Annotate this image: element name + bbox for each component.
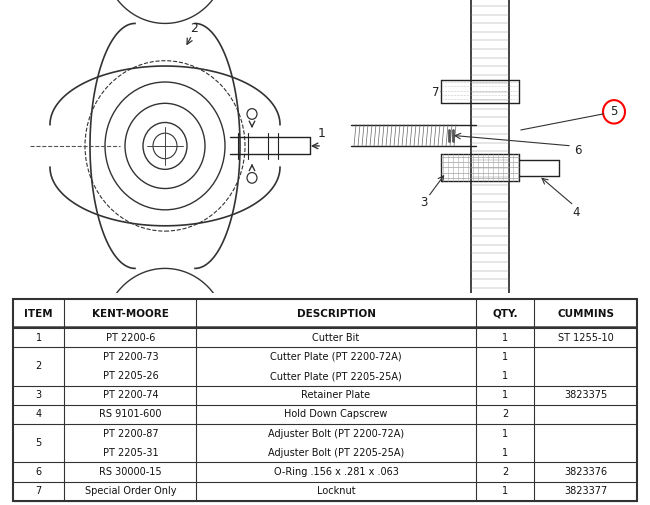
Text: ST 1255-10: ST 1255-10 [558,333,614,343]
Text: 1: 1 [502,429,508,439]
Text: 1: 1 [502,486,508,496]
Text: 2: 2 [190,22,198,35]
Text: 6: 6 [36,467,42,477]
Text: 5: 5 [36,438,42,448]
Text: PT 2200-87: PT 2200-87 [103,429,158,439]
Text: PT 2205-26: PT 2205-26 [103,371,158,381]
Text: 4: 4 [36,410,42,420]
Text: 3823376: 3823376 [564,467,607,477]
Text: PT 2205-31: PT 2205-31 [103,448,158,458]
Text: Adjuster Bolt (PT 2205-25A): Adjuster Bolt (PT 2205-25A) [268,448,404,458]
Text: PT 2200-6: PT 2200-6 [106,333,155,343]
Text: Special Order Only: Special Order Only [84,486,176,496]
Text: KENT-MOORE: KENT-MOORE [92,309,169,319]
Text: Cutter Plate (PT 2205-25A): Cutter Plate (PT 2205-25A) [270,371,402,381]
Text: RS 30000-15: RS 30000-15 [99,467,162,477]
Text: Hold Down Capscrew: Hold Down Capscrew [284,410,387,420]
Text: Adjuster Bolt (PT 2200-72A): Adjuster Bolt (PT 2200-72A) [268,429,404,439]
Text: CUMMINS: CUMMINS [557,309,614,319]
Text: 3823377: 3823377 [564,486,607,496]
Text: PT 2200-74: PT 2200-74 [103,390,158,400]
Text: 2: 2 [502,467,508,477]
Text: 4: 4 [572,206,580,219]
Text: 1: 1 [502,390,508,400]
Text: Cutter Bit: Cutter Bit [313,333,359,343]
Text: 1: 1 [318,127,326,140]
Text: 2: 2 [36,362,42,372]
Text: 1: 1 [502,448,508,458]
Text: RS 9101-600: RS 9101-600 [99,410,162,420]
Text: DESCRIPTION: DESCRIPTION [296,309,376,319]
Text: ITEM: ITEM [24,309,53,319]
Text: 6: 6 [574,144,582,158]
Text: 7: 7 [432,86,439,99]
Text: O-Ring .156 x .281 x .063: O-Ring .156 x .281 x .063 [274,467,398,477]
Text: 1: 1 [502,371,508,381]
Text: QTY.: QTY. [492,309,518,319]
Text: Cutter Plate (PT 2200-72A): Cutter Plate (PT 2200-72A) [270,352,402,362]
Text: 7: 7 [36,486,42,496]
Text: Retainer Plate: Retainer Plate [302,390,370,400]
Text: 2: 2 [502,410,508,420]
Text: PT 2200-73: PT 2200-73 [103,352,158,362]
Text: 1: 1 [502,352,508,362]
Text: 3: 3 [420,195,428,209]
Text: 3: 3 [36,390,42,400]
Text: 5: 5 [610,106,617,118]
Text: 1: 1 [502,333,508,343]
Text: Locknut: Locknut [317,486,356,496]
Text: 3823375: 3823375 [564,390,607,400]
Text: 1: 1 [36,333,42,343]
